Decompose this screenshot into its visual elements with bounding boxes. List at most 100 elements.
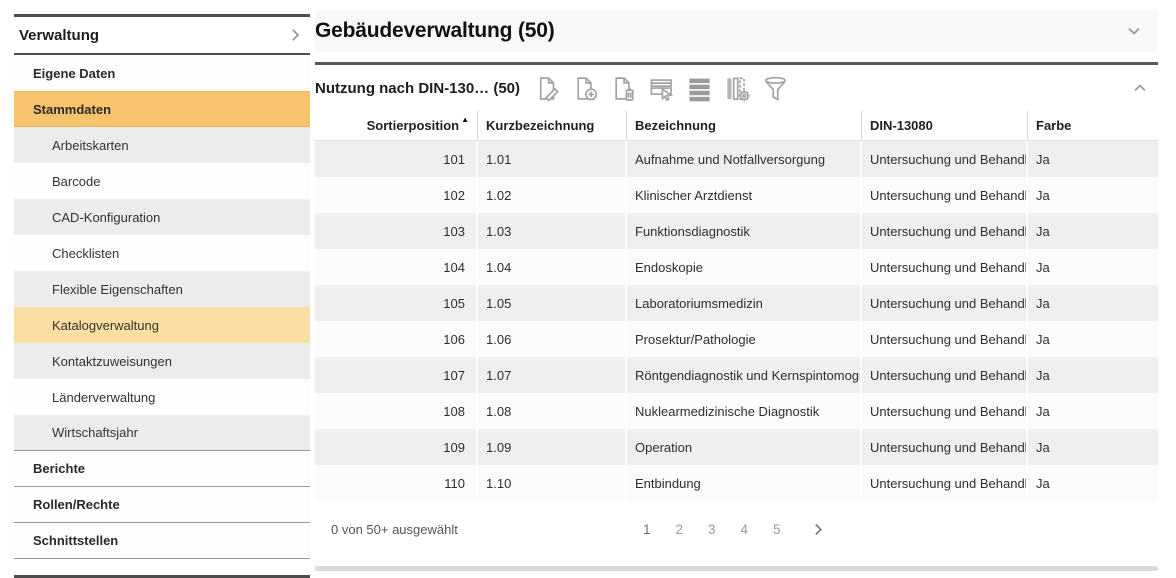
table-cell: Untersuchung und Behandl...: [862, 357, 1028, 393]
panel-toolbar: Nutzung nach DIN-130… (50): [315, 65, 1158, 111]
page-button-3[interactable]: 3: [707, 521, 716, 537]
table-row[interactable]: 103 1.03 Funktionsdiagnostik Untersuchung u…: [315, 213, 1158, 249]
table-cell: 1.08: [478, 393, 627, 429]
table-cell: Ja: [1028, 213, 1158, 249]
table-cell: Ja: [1028, 393, 1158, 429]
table-cell: Funktionsdiagnostik: [627, 213, 862, 249]
sidebar-item-länderverwaltung[interactable]: Länderverwaltung: [14, 379, 310, 415]
table-cell: Untersuchung und Behandl...: [862, 285, 1028, 321]
sidebar-item-stammdaten[interactable]: Stammdaten: [14, 91, 310, 127]
sidebar-item-label: Checklisten: [52, 245, 120, 261]
table-body: 101 1.01 Aufnahme und Notfallversorgung Unt…: [315, 141, 1158, 501]
table-cell: 1.09: [478, 429, 627, 465]
sidebar-bottom-divider: [14, 575, 310, 578]
sidebar-item-schnittstellen[interactable]: Schnittstellen: [14, 523, 310, 559]
select-row-icon[interactable]: [648, 75, 675, 102]
section-header[interactable]: Gebäudeverwaltung (50): [315, 10, 1158, 52]
table-cell: 1.10: [478, 465, 627, 501]
rows-icon[interactable]: [686, 75, 713, 102]
sidebar: Verwaltung Eigene Daten Stammdaten Arbeits…: [14, 14, 310, 559]
column-header-din-13080[interactable]: DIN-13080: [862, 110, 1028, 141]
section-divider: [315, 62, 1158, 65]
toolbar-icons: [534, 75, 789, 102]
table-cell: 1.07: [478, 357, 627, 393]
table-cell: Operation: [627, 429, 862, 465]
sidebar-item-label: Schnittstellen: [33, 533, 119, 548]
table-row[interactable]: 106 1.06 Prosektur/Pathologie Untersuchung …: [315, 321, 1158, 357]
delete-document-icon[interactable]: [610, 75, 637, 102]
sidebar-item-label: Stammdaten: [33, 101, 112, 117]
table-cell: 109: [315, 429, 478, 465]
table-row[interactable]: 110 1.10 Entbindung Untersuchung und Behand…: [315, 465, 1158, 501]
page-button-2[interactable]: 2: [675, 521, 683, 537]
table-row[interactable]: 109 1.09 Operation Untersuchung und Behandl…: [315, 429, 1158, 465]
sidebar-item-eigene-daten[interactable]: Eigene Daten: [14, 55, 310, 91]
table-row[interactable]: 107 1.07 Röntgendiagnostik und Kernspintom…: [315, 357, 1158, 393]
table-row[interactable]: 104 1.04 Endoskopie Untersuchung und Behand…: [315, 249, 1158, 285]
table-row[interactable]: 101 1.01 Aufnahme und Notfallversorgung Unt…: [315, 141, 1158, 177]
table-cell: 1.06: [478, 321, 627, 357]
table-cell: 1.04: [478, 249, 627, 285]
pagination: 1 2 3 4 5: [639, 521, 827, 538]
sidebar-item-katalogverwaltung[interactable]: Katalogverwaltung: [14, 307, 310, 343]
table-footer: 0 von 50+ ausgewählt 1 2 3 4 5: [315, 501, 1158, 557]
table-cell: 104: [315, 249, 478, 285]
table-cell: Untersuchung und Behandl...: [862, 321, 1028, 357]
table-cell: 105: [315, 285, 478, 321]
sidebar-title: Verwaltung: [19, 26, 100, 44]
table-cell: Untersuchung und Behandl...: [862, 141, 1028, 177]
add-document-icon[interactable]: [572, 75, 599, 102]
sidebar-item-rollen-rechte[interactable]: Rollen/Rechte: [14, 487, 310, 523]
table-cell: 1.05: [478, 285, 627, 321]
sidebar-item-berichte[interactable]: Berichte: [14, 451, 310, 487]
table-cell: Untersuchung und Behandl...: [862, 249, 1028, 285]
sidebar-item-kontaktzuweisungen[interactable]: Kontaktzuweisungen: [14, 343, 310, 379]
column-header-bezeichnung[interactable]: Bezeichnung: [627, 110, 862, 141]
column-header-label: Kurzbezeichnung: [486, 118, 595, 133]
column-header-farbe[interactable]: Farbe: [1028, 111, 1158, 141]
page-button-1[interactable]: 1: [642, 521, 651, 537]
table-cell: 1.03: [478, 213, 627, 249]
table-row[interactable]: 105 1.05 Laboratoriumsmedizin Untersuchung …: [315, 285, 1158, 321]
column-header-kurzbezeichnung[interactable]: Kurzbezeichnung: [478, 110, 627, 141]
panel-title: Nutzung nach DIN-130… (50): [315, 79, 521, 97]
table-cell: Ja: [1028, 177, 1158, 213]
table-row[interactable]: 108 1.08 Nuklearmedizinische Diagnostik Unt…: [315, 393, 1158, 429]
chevron-down-icon[interactable]: [1124, 21, 1144, 41]
sidebar-item-label: Barcode: [52, 173, 101, 189]
sidebar-item-cad-konfiguration[interactable]: CAD-Konfiguration: [14, 199, 310, 235]
sidebar-items: Eigene Daten Stammdaten Arbeitskarten Barco…: [14, 55, 310, 559]
table-cell: Prosektur/Pathologie: [627, 321, 862, 357]
sidebar-item-arbeitskarten[interactable]: Arbeitskarten: [14, 127, 310, 163]
table-cell: 1.02: [478, 177, 627, 213]
horizontal-scrollbar[interactable]: [315, 566, 1158, 571]
sidebar-item-label: Arbeitskarten: [52, 137, 129, 153]
table-cell: 108: [315, 393, 478, 429]
table-cell: Untersuchung und Behandl...: [862, 393, 1028, 429]
page-button-4[interactable]: 4: [740, 521, 749, 537]
page-button-5[interactable]: 5: [773, 521, 781, 537]
chevron-up-icon[interactable]: [1130, 78, 1150, 98]
sidebar-item-flexible-eigenschaften[interactable]: Flexible Eigenschaften: [14, 271, 310, 307]
sidebar-item-label: Katalogverwaltung: [52, 317, 159, 333]
page-title: Gebäudeverwaltung (50): [315, 19, 555, 42]
sidebar-item-wirtschaftsjahr[interactable]: Wirtschaftsjahr: [14, 415, 310, 451]
column-header-sortierposition[interactable]: Sortierposition ▲: [315, 110, 478, 141]
next-page-icon[interactable]: [810, 521, 827, 538]
sidebar-item-barcode[interactable]: Barcode: [14, 163, 310, 199]
chevron-right-icon[interactable]: [286, 26, 304, 44]
table-cell: Ja: [1028, 429, 1158, 465]
table-cell: Ja: [1028, 357, 1158, 393]
filter-icon[interactable]: [762, 75, 789, 102]
table-cell: Untersuchung und Behandl...: [862, 429, 1028, 465]
edit-document-icon[interactable]: [534, 75, 561, 102]
sidebar-item-checklisten[interactable]: Checklisten: [14, 235, 310, 271]
table-cell: 102: [315, 177, 478, 213]
sidebar-item-label: Rollen/Rechte: [33, 497, 120, 512]
sidebar-header[interactable]: Verwaltung: [14, 14, 310, 55]
table-cell: Entbindung: [627, 465, 862, 501]
table-cell: 107: [315, 357, 478, 393]
table-row[interactable]: 102 1.02 Klinischer Arztdienst Untersuchung…: [315, 177, 1158, 213]
column-settings-icon[interactable]: [724, 75, 751, 102]
sidebar-item-label: Eigene Daten: [33, 65, 116, 81]
